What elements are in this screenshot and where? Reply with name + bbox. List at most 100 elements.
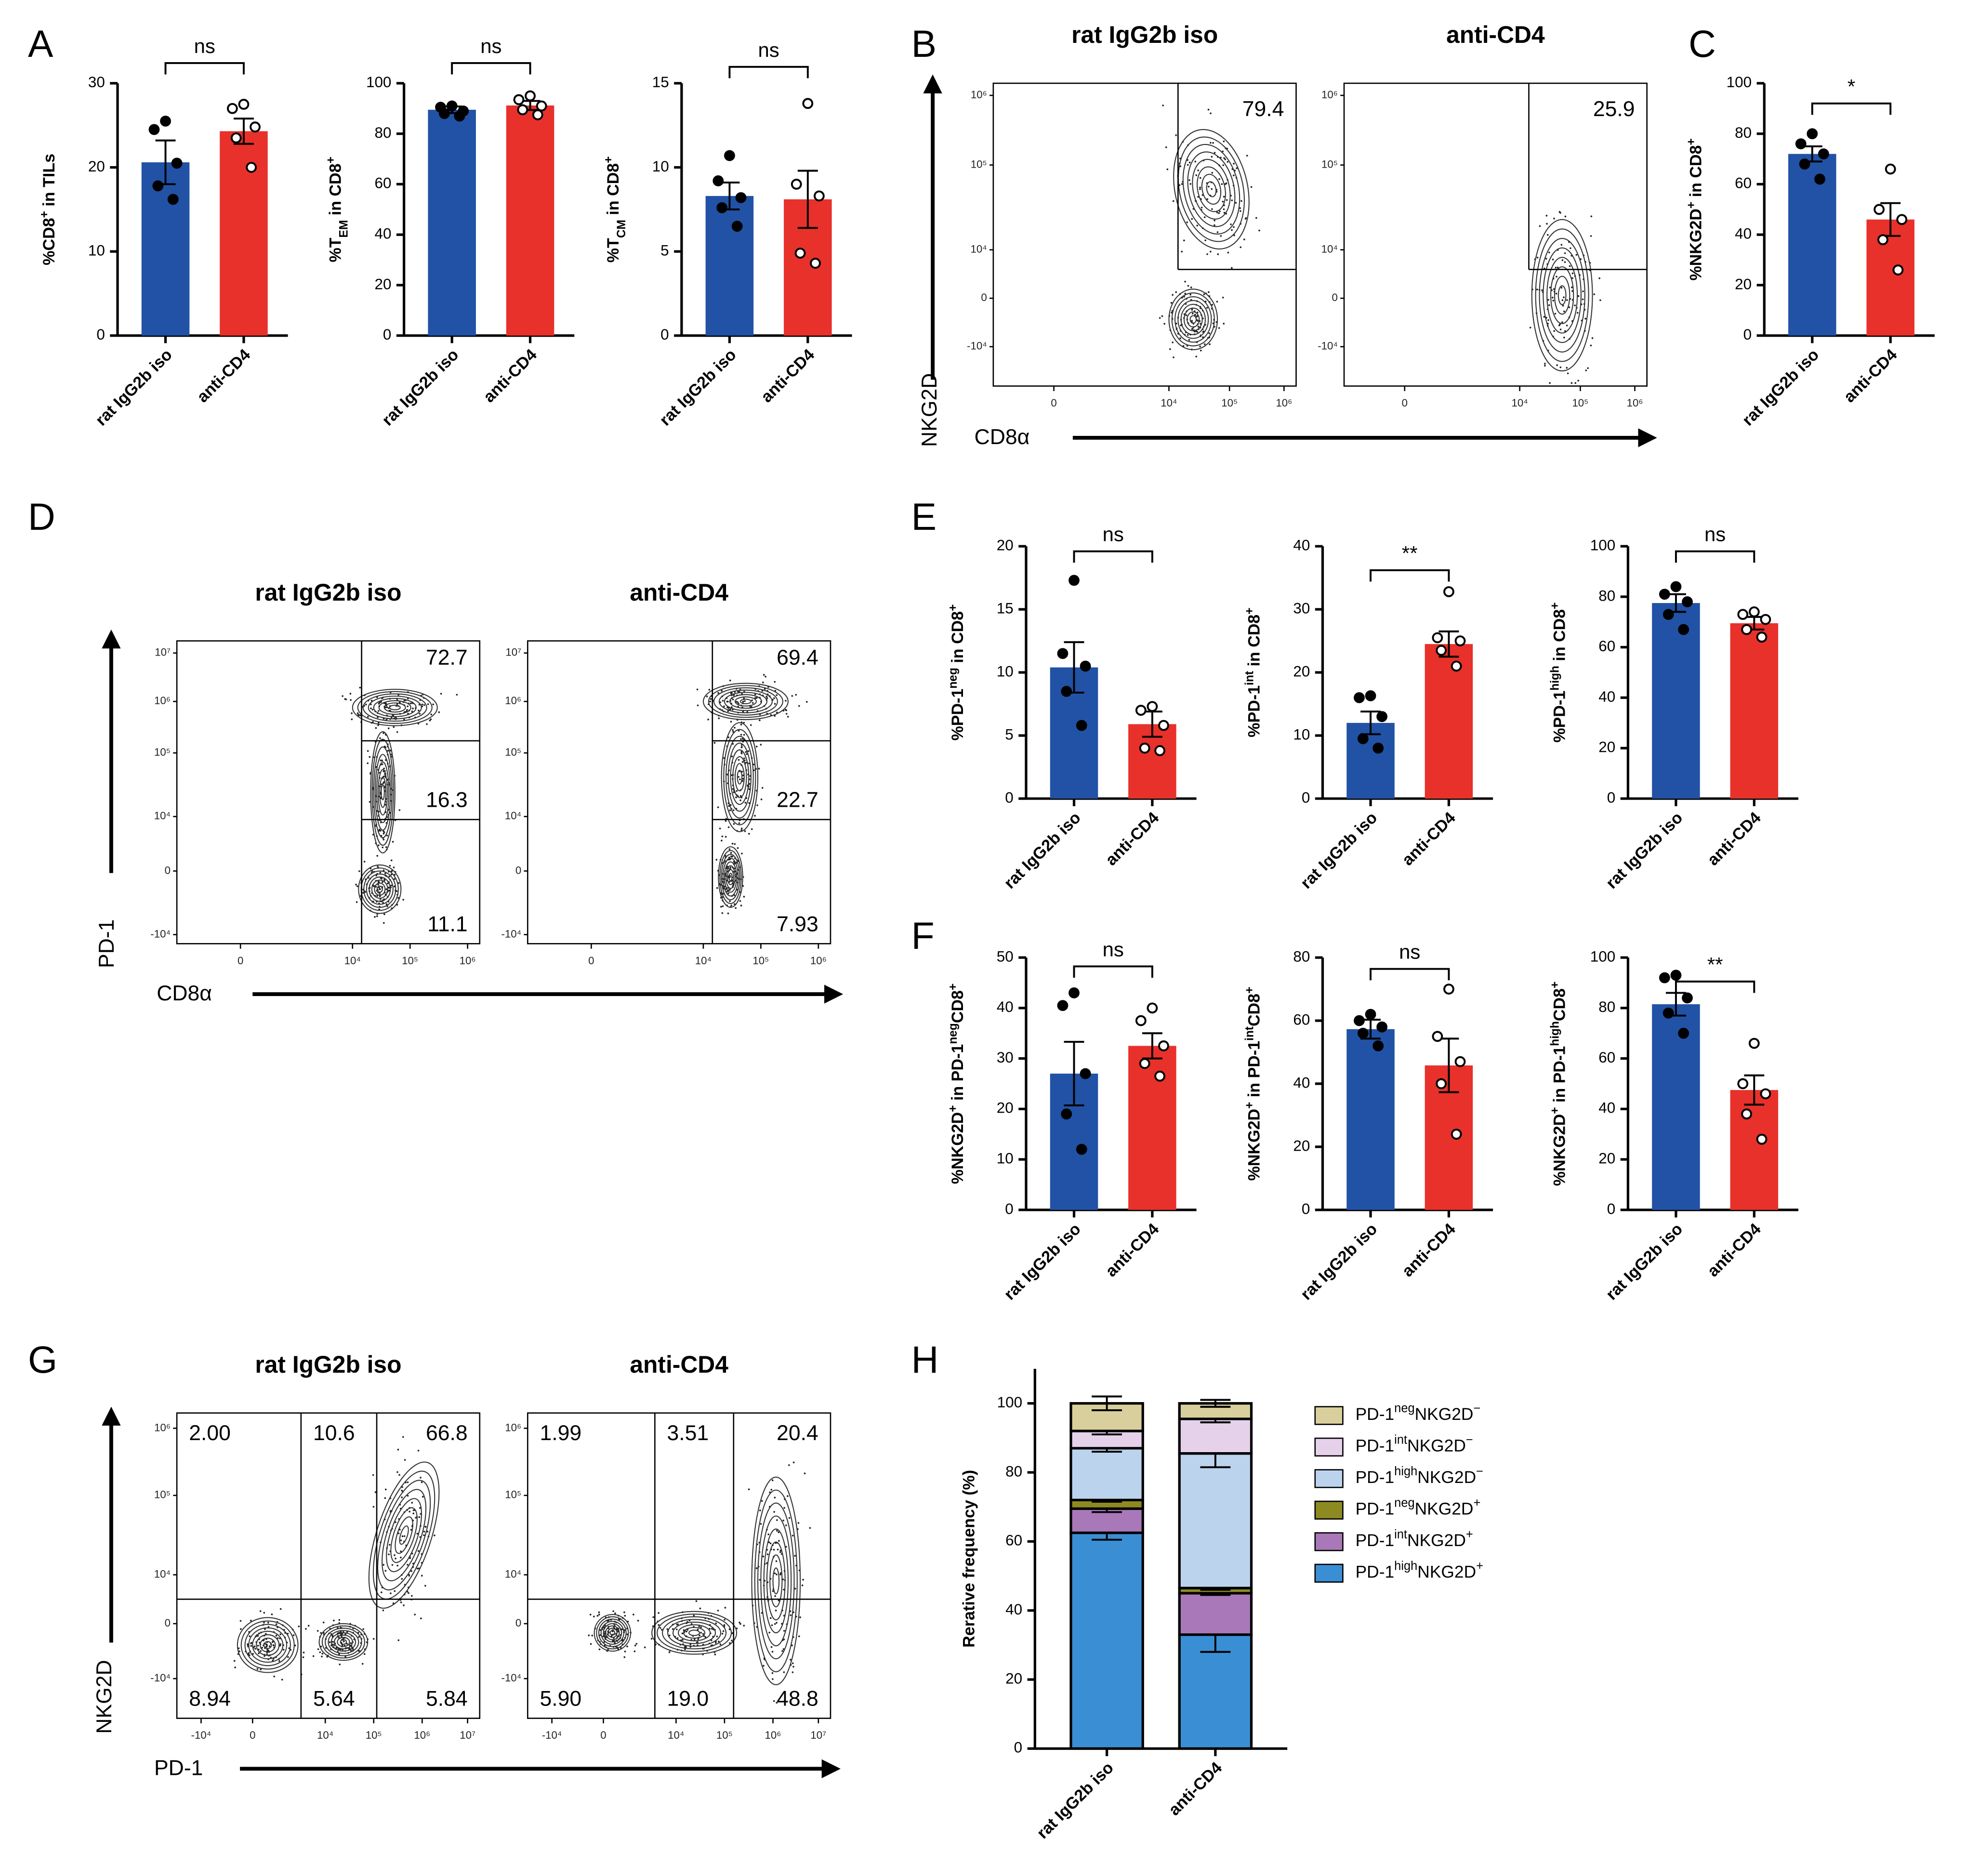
y-tick-label: -10⁴ [150,1672,171,1684]
y-tick-label: 0 [1005,1200,1013,1217]
event-dot [1195,174,1198,176]
y-axis-label-part: %PD-1 [949,689,967,741]
y-tick-label: -10⁴ [501,928,521,940]
contour [730,749,750,805]
event-dot [770,1489,773,1491]
event-dot [273,1644,275,1647]
y-axis-label-part: + [946,604,959,611]
event-dot [697,1628,699,1631]
event-dot [1561,299,1564,302]
event-dot [666,1628,669,1630]
data-point [454,110,465,122]
event-dot [438,711,440,713]
y-tick-label: 10⁶ [971,89,987,101]
contour [734,696,757,707]
events [696,674,808,915]
event-dot [785,709,788,711]
event-dot [369,801,371,803]
event-dot [237,1647,240,1650]
event-dot [745,761,747,764]
y-tick-label: 100 [1590,537,1615,553]
event-dot [1570,247,1571,249]
event-dot [730,855,732,857]
y-tick-label: 10⁵ [1321,158,1338,170]
event-dot [1566,324,1568,327]
data-point [1069,987,1080,998]
event-dot [1564,330,1566,332]
event-dot [740,752,743,754]
event-dot [257,1644,259,1647]
event-dot [409,702,412,705]
x-tick-label: rat IgG2b iso [378,345,462,429]
event-dot [787,1495,789,1497]
data-point [1436,1078,1447,1089]
y-tick-label: 10⁶ [505,1421,521,1433]
y-tick-label: 80 [1598,587,1615,604]
gate-value: 2.00 [189,1421,231,1445]
event-dot [419,1507,421,1509]
event-dot [372,1474,374,1476]
event-dot [799,1616,801,1618]
event-dot [279,1633,281,1636]
event-dot [333,1619,335,1622]
events [588,1461,811,1704]
y-axis-label: %PD-1int in CD8+ [1243,607,1264,737]
event-dot [762,1555,765,1558]
contour [723,729,756,826]
event-dot [407,1495,409,1497]
event-dot [391,1564,394,1566]
contour [737,770,743,785]
contour [727,869,734,885]
event-dot [740,744,743,746]
event-dot [374,916,376,918]
y-tick-label: 60 [1735,175,1752,192]
event-dot [772,1678,774,1680]
data-point [439,108,450,119]
panel-letter: G [28,1338,57,1381]
event-dot [591,1634,594,1637]
event-dot [768,1631,770,1634]
event-dot [1575,254,1578,256]
event-dot [1219,210,1221,212]
error-bar [1092,1395,1122,1411]
x-tick-label: rat IgG2b iso [1739,345,1822,429]
contour [395,1516,413,1554]
contour [376,885,383,893]
data-point [167,194,179,205]
y-tick-label: 0 [515,1617,521,1629]
event-dot [682,1639,684,1641]
y-tick-label: 20 [1293,663,1310,680]
event-dot [783,1671,785,1673]
event-dot [396,731,398,733]
y-tick-label: 60 [1598,1049,1615,1066]
data-point [1376,1021,1388,1033]
event-dot [765,695,768,698]
x-tick-label: 0 [1402,397,1408,409]
y-axis-label: %NKG2D+ in PD-1intCD8+ [1243,987,1264,1181]
y-tick-label: 30 [997,1049,1014,1066]
data-point [1662,1007,1674,1019]
event-dot [383,732,384,734]
event-dot [706,695,708,697]
contour [729,694,762,709]
contour [352,689,438,726]
y-axis-label-part: CM [615,220,628,238]
event-dot [329,1641,331,1643]
bar [1346,1029,1395,1210]
event-dot [263,1612,265,1614]
y-tick-label: 0 [165,864,171,876]
event-dot [1220,235,1222,237]
event-dot [393,717,396,720]
bar [1652,1004,1700,1210]
event-dot [412,1509,415,1511]
x-tick-label: 10⁶ [1627,397,1643,409]
event-dot [723,1624,726,1626]
event-dot [341,1635,343,1638]
x-tick-label: 10⁷ [810,1729,826,1741]
event-dot [740,723,742,726]
contour [371,738,394,846]
legend-label-part: NKG2D [1417,1468,1476,1487]
y-tick-label: 10⁵ [154,1489,171,1501]
data-point [1154,1070,1166,1082]
event-dot [1187,164,1189,166]
